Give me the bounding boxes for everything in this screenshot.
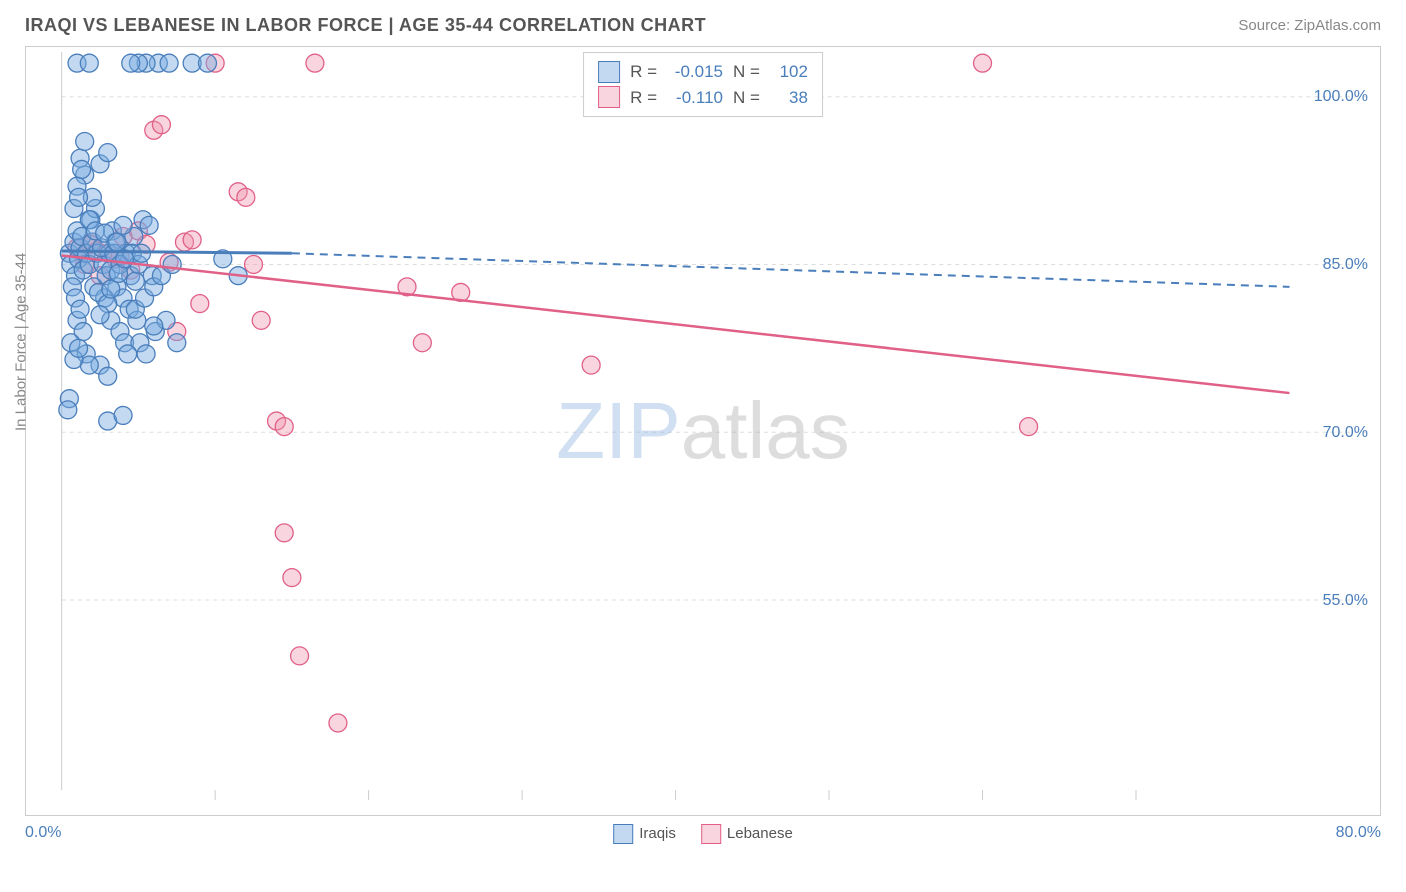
legend-swatch-icon (613, 824, 633, 844)
source-attribution: Source: ZipAtlas.com (1238, 17, 1381, 34)
legend-swatch-icon (598, 86, 620, 108)
chart-title: IRAQI VS LEBANESE IN LABOR FORCE | AGE 3… (25, 15, 706, 36)
scatter-plot-svg (26, 47, 1380, 815)
source-link[interactable]: ZipAtlas.com (1294, 17, 1381, 34)
series-legend: Iraqis Lebanese (613, 824, 793, 844)
x-axis-row: 0.0% Iraqis Lebanese 80.0% (0, 816, 1406, 842)
y-tick-label: 85.0% (1323, 256, 1368, 274)
correlation-legend: R =-0.015N =102R =-0.110N =38 (583, 52, 823, 117)
legend-swatch-icon (701, 824, 721, 844)
y-tick-label: 100.0% (1314, 88, 1368, 106)
legend-swatch-icon (598, 61, 620, 83)
y-tick-label: 55.0% (1323, 592, 1368, 610)
legend-item: Iraqis (613, 824, 676, 844)
x-axis-min-label: 0.0% (25, 824, 61, 842)
legend-row: R =-0.110N =38 (598, 85, 808, 111)
x-axis-max-label: 80.0% (1336, 824, 1381, 842)
legend-item: Lebanese (701, 824, 793, 844)
legend-row: R =-0.015N =102 (598, 59, 808, 85)
y-tick-label: 70.0% (1323, 424, 1368, 442)
chart-plot-area: In Labor Force | Age 35-44 ZIPatlas R =-… (25, 46, 1381, 816)
